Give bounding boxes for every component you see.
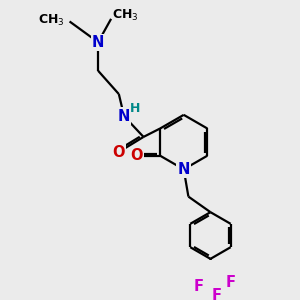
Text: CH$_3$: CH$_3$ xyxy=(112,8,139,23)
Text: O: O xyxy=(130,148,143,163)
Text: CH$_3$: CH$_3$ xyxy=(38,13,65,28)
Text: N: N xyxy=(178,162,190,177)
Text: H: H xyxy=(130,102,140,116)
Text: F: F xyxy=(225,275,236,290)
Text: F: F xyxy=(212,288,221,300)
Text: F: F xyxy=(193,279,203,294)
Text: O: O xyxy=(112,145,125,160)
Text: N: N xyxy=(92,35,104,50)
Text: N: N xyxy=(118,109,130,124)
